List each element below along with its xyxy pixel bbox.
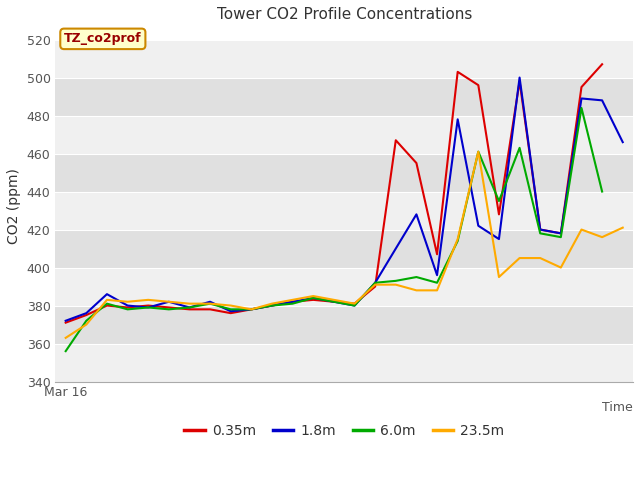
Text: TZ_co2prof: TZ_co2prof	[64, 32, 141, 45]
Bar	[56, 39, 633, 78]
Text: Time: Time	[602, 401, 633, 414]
Bar	[56, 229, 633, 267]
Legend: 0.35m, 1.8m, 6.0m, 23.5m: 0.35m, 1.8m, 6.0m, 23.5m	[184, 424, 504, 438]
Bar	[56, 192, 633, 229]
Bar	[56, 154, 633, 192]
Bar	[56, 344, 633, 382]
Bar	[56, 306, 633, 344]
Bar	[56, 78, 633, 116]
Bar	[56, 267, 633, 306]
Y-axis label: CO2 (ppm): CO2 (ppm)	[7, 168, 21, 244]
Bar	[56, 116, 633, 154]
Title: Tower CO2 Profile Concentrations: Tower CO2 Profile Concentrations	[216, 7, 472, 22]
